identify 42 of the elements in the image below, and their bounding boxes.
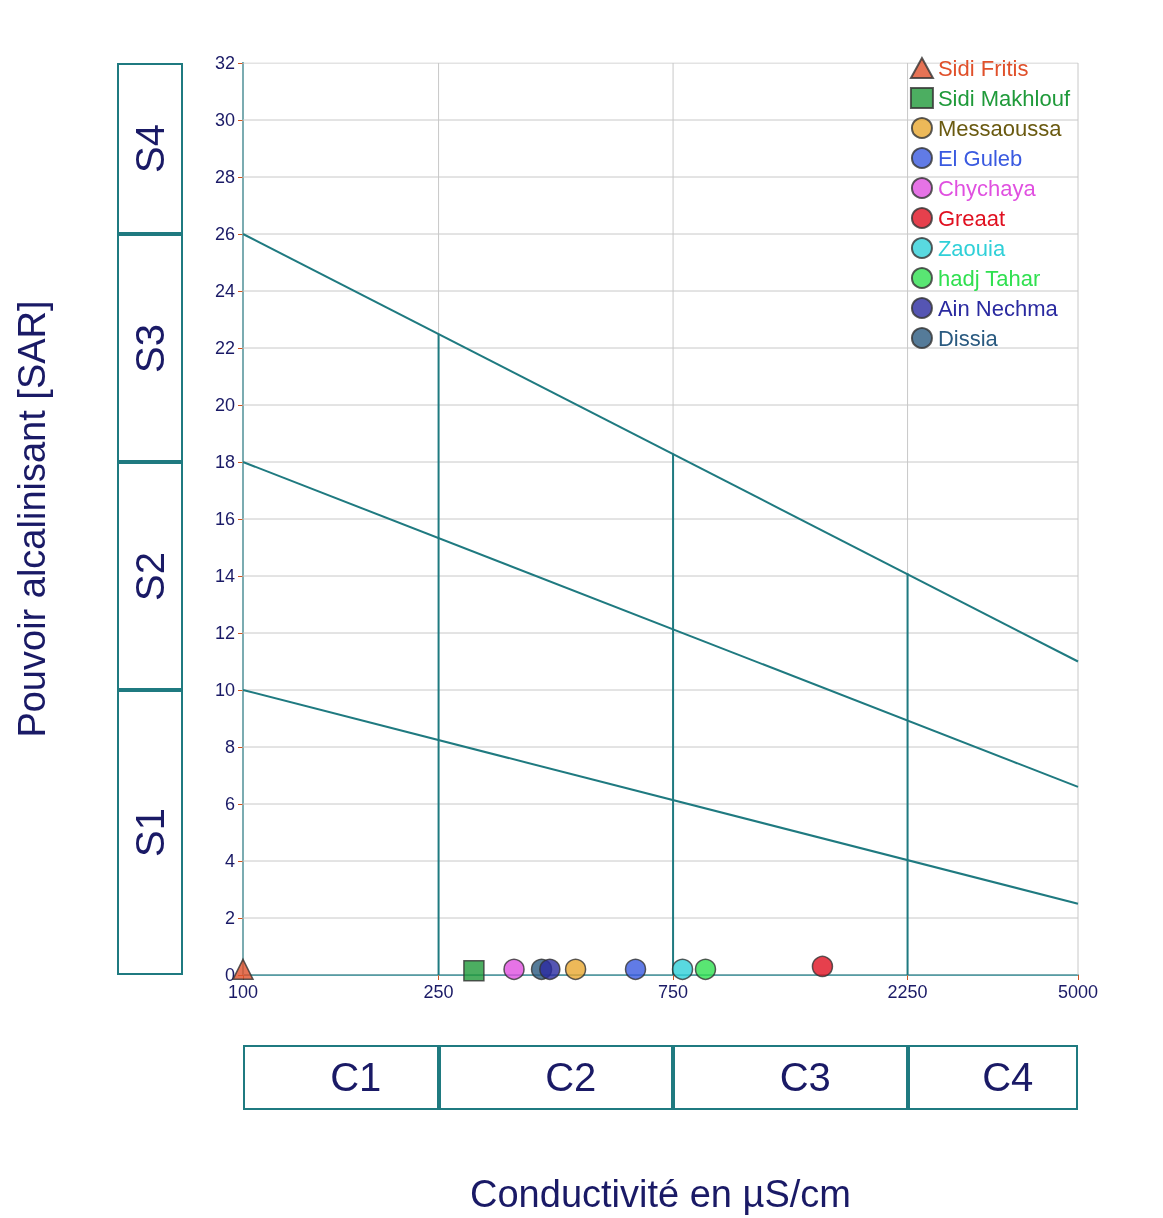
x-tick-label: 750	[658, 982, 689, 1002]
legend-label: Zaouia	[937, 235, 1006, 261]
class-box: S4	[117, 63, 183, 234]
x-tick-label: 2250	[887, 982, 928, 1002]
x-tick-label: 100	[227, 982, 259, 1002]
class-box: C4	[907, 1045, 1078, 1110]
y-tick-label: 24	[214, 281, 235, 301]
y-axis-title: Pouvoir alcalinisant [SAR]	[11, 300, 53, 738]
legend-label: Sidi Fritis	[937, 55, 1029, 81]
y-tick-label: 28	[214, 167, 235, 187]
legend-label: Chychaya	[937, 175, 1037, 201]
y-tick-label: 16	[214, 509, 235, 529]
class-box: S3	[117, 234, 183, 462]
class-box: C2	[438, 1045, 674, 1110]
legend-label: Dissia	[937, 325, 999, 351]
y-tick-label: 32	[214, 53, 235, 73]
class-box: C3	[673, 1045, 908, 1110]
x-tick-label: 5000	[1057, 982, 1099, 1002]
y-tick-label: 20	[214, 395, 235, 415]
y-tick-label: 14	[214, 566, 235, 586]
legend-label: hadj Tahar	[937, 265, 1041, 291]
x-tick-label: 250	[423, 982, 454, 1002]
y-tick-label: 12	[214, 623, 235, 643]
y-tick-label: 22	[214, 338, 235, 358]
legend-label: Greaat	[937, 205, 1006, 231]
y-tick-label: 0	[224, 965, 235, 985]
class-box: S1	[117, 690, 183, 975]
y-tick-label: 8	[224, 737, 235, 757]
y-tick-label: 4	[224, 851, 235, 871]
y-tick-label: 6	[224, 794, 235, 814]
legend-label: El Guleb	[937, 145, 1023, 171]
class-box: S2	[117, 462, 183, 690]
y-tick-label: 26	[214, 224, 235, 244]
class-box: C1	[243, 1045, 439, 1110]
y-tick-label: 30	[214, 110, 235, 130]
y-tick-label: 2	[224, 908, 235, 928]
legend-label: Sidi Makhlouf	[937, 85, 1071, 111]
x-axis-title: Conductivité en µS/cm	[470, 1173, 851, 1215]
y-tick-label: 10	[214, 680, 235, 700]
y-tick-label: 18	[214, 452, 235, 472]
legend-label: Ain Nechma	[937, 295, 1059, 321]
legend-label: Messaoussa	[937, 115, 1063, 141]
